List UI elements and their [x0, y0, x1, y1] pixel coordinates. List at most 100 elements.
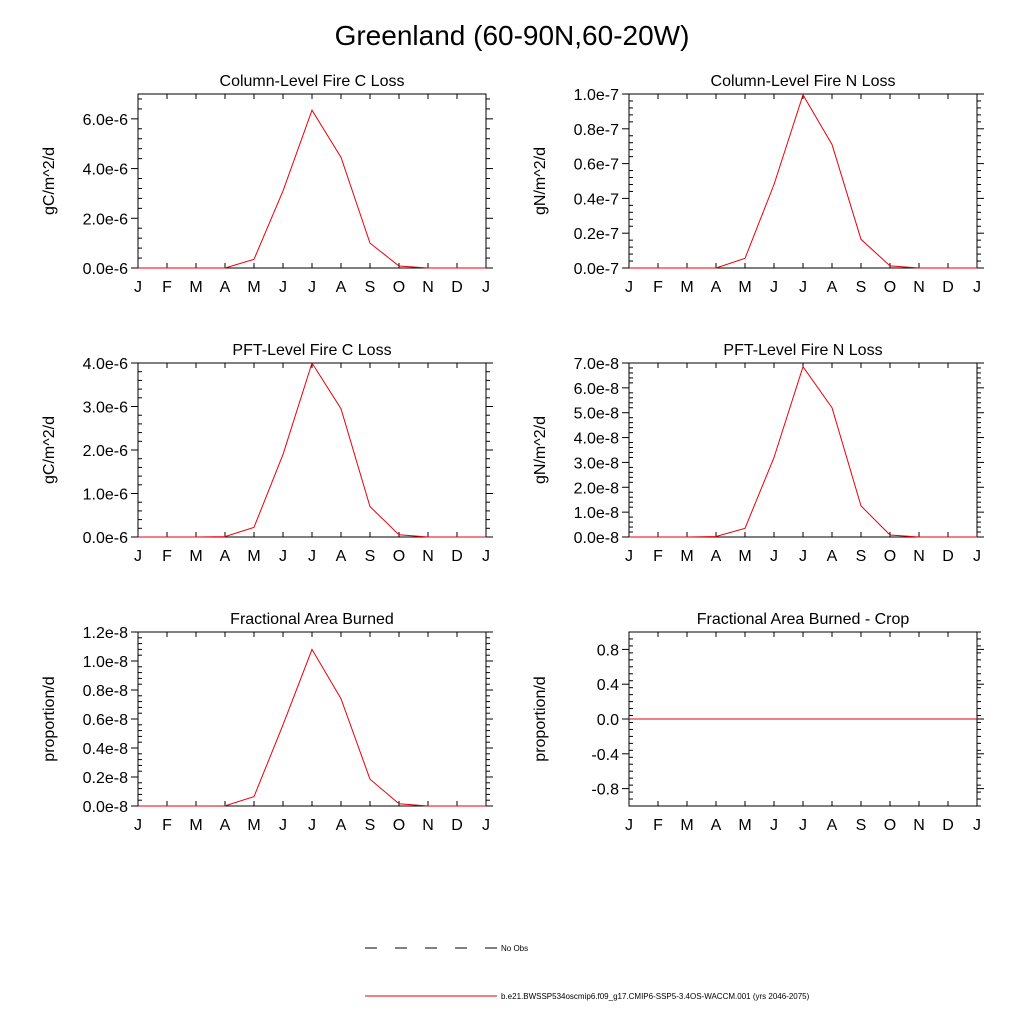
x-tick-label: M [680, 817, 693, 834]
x-tick-label: J [308, 548, 316, 565]
plot-frame [137, 362, 487, 538]
x-tick-label: A [220, 279, 231, 296]
series-line-1 [138, 648, 486, 807]
y-axis-label: proportion/d [41, 676, 58, 761]
y-tick-label: 1.2e-8 [83, 625, 128, 642]
y-tick-label: 2.0e-6 [83, 211, 128, 228]
x-tick-label: A [827, 817, 838, 834]
y-tick-label: -0.4 [591, 747, 619, 764]
x-tick-label: J [799, 817, 807, 834]
x-tick-label: S [365, 279, 376, 296]
y-tick-label: 0.6e-8 [83, 712, 128, 729]
chart-title: Column-Level Fire C Loss [220, 73, 405, 90]
y-tick-label: 1.0e-7 [574, 87, 619, 104]
y-tick-label: 4.0e-6 [83, 162, 128, 179]
y-axis-label: gN/m^2/d [532, 416, 549, 484]
x-tick-label: J [973, 548, 981, 565]
x-tick-label: A [711, 817, 722, 834]
x-tick-label: M [738, 279, 751, 296]
y-tick-label: 0.0e-6 [83, 530, 128, 547]
x-tick-label: M [247, 279, 260, 296]
x-tick-label: O [884, 817, 896, 834]
x-tick-label: M [738, 817, 751, 834]
y-tick-label: 0.8 [597, 642, 619, 659]
y-tick-label: 0.0e-7 [574, 261, 619, 278]
x-tick-label: J [625, 817, 633, 834]
x-tick-label: J [308, 817, 316, 834]
y-tick-label: 0.0e-6 [83, 261, 128, 278]
series-line-1 [138, 109, 486, 269]
x-tick-label: J [482, 548, 490, 565]
x-tick-label: D [451, 817, 463, 834]
y-tick-label: 3.0e-6 [83, 400, 128, 417]
x-tick-label: N [913, 817, 925, 834]
y-tick-label: 4.0e-6 [83, 356, 128, 373]
x-tick-label: F [653, 817, 663, 834]
x-tick-label: J [482, 817, 490, 834]
x-tick-label: O [393, 548, 405, 565]
plot-frame [137, 93, 487, 269]
x-tick-label: F [162, 817, 172, 834]
legend-obs-label: No Obs [501, 944, 528, 953]
y-tick-label: 0.6e-7 [574, 157, 619, 174]
x-tick-label: F [653, 279, 663, 296]
x-tick-label: S [365, 548, 376, 565]
x-tick-label: J [625, 548, 633, 565]
y-tick-label: 0.2e-8 [83, 770, 128, 787]
x-tick-label: J [308, 279, 316, 296]
x-tick-label: M [738, 548, 751, 565]
x-tick-label: J [279, 279, 287, 296]
x-tick-label: F [653, 548, 663, 565]
y-axis-label: proportion/d [532, 676, 549, 761]
x-tick-label: A [220, 548, 231, 565]
x-tick-label: N [422, 817, 434, 834]
x-tick-label: O [393, 817, 405, 834]
y-tick-label: 2.0e-6 [83, 443, 128, 460]
x-tick-label: J [799, 548, 807, 565]
x-tick-label: M [189, 548, 202, 565]
chart-title: Column-Level Fire N Loss [711, 73, 896, 90]
x-tick-label: S [856, 548, 867, 565]
x-tick-label: J [973, 817, 981, 834]
x-tick-label: A [827, 548, 838, 565]
x-tick-label: J [279, 548, 287, 565]
chart-title: PFT-Level Fire N Loss [723, 342, 882, 359]
x-tick-label: A [220, 817, 231, 834]
x-tick-label: N [913, 548, 925, 565]
x-tick-label: A [336, 817, 347, 834]
y-tick-label: 0.0e-8 [83, 799, 128, 816]
plot-frame [628, 93, 978, 269]
y-tick-label: 2.0e-8 [574, 480, 619, 497]
x-tick-label: D [451, 279, 463, 296]
x-tick-label: O [884, 548, 896, 565]
y-tick-label: 6.0e-8 [574, 381, 619, 398]
y-tick-label: 4.0e-8 [574, 431, 619, 448]
x-tick-label: J [770, 279, 778, 296]
x-tick-label: M [189, 279, 202, 296]
x-tick-label: M [680, 548, 693, 565]
series-line-1 [138, 361, 486, 538]
page-title: Greenland (60-90N,60-20W) [334, 20, 690, 51]
y-tick-label: 0.4 [597, 677, 619, 694]
x-tick-label: A [711, 279, 722, 296]
chart-panel-6: Fractional Area Burned - Crop proportion/… [532, 611, 984, 834]
y-tick-label: 0.8e-8 [83, 683, 128, 700]
y-tick-label: 0.0e-8 [574, 530, 619, 547]
y-tick-label: 6.0e-6 [83, 112, 128, 129]
x-tick-label: A [336, 548, 347, 565]
x-tick-label: O [393, 279, 405, 296]
plot-frame [137, 631, 487, 807]
y-tick-label: 0.0 [597, 712, 619, 729]
y-tick-label: -0.8 [591, 782, 619, 799]
x-tick-label: A [827, 279, 838, 296]
y-tick-label: 1.0e-8 [574, 505, 619, 522]
x-tick-label: J [625, 279, 633, 296]
x-tick-label: N [913, 279, 925, 296]
